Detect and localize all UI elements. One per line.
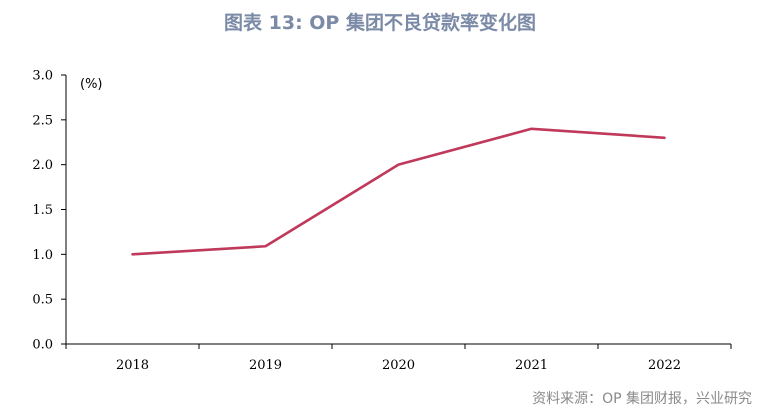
source-note: 资料来源：OP 集团财报，兴业研究 (532, 391, 752, 407)
x-tick-label: 2019 (249, 358, 282, 373)
series-line (131, 127, 666, 256)
x-tick-label: 2022 (648, 358, 681, 373)
y-tick-label: 1.0 (32, 248, 53, 263)
series-group (131, 127, 666, 256)
y-tick-label: 0.5 (32, 293, 53, 308)
y-tick-label: 0.0 (32, 338, 53, 353)
axes (61, 74, 732, 349)
y-unit-label: (%) (80, 77, 103, 92)
y-tick-label: 2.5 (32, 113, 53, 128)
y-tick-label: 3.0 (32, 69, 53, 84)
chart-title: 图表 13: OP 集团不良贷款率变化图 (224, 12, 536, 34)
x-tick-label: 2018 (116, 358, 149, 373)
y-tick-labels: 0.0 0.5 1.0 1.5 2.0 2.5 3.0 (32, 69, 53, 353)
y-tick-label: 2.0 (32, 158, 53, 173)
x-tick-label: 2020 (382, 358, 415, 373)
x-tick-label: 2021 (515, 358, 548, 373)
x-tick-labels: 2018 2019 2020 2021 2022 (116, 358, 681, 373)
y-tick-label: 1.5 (32, 203, 53, 218)
